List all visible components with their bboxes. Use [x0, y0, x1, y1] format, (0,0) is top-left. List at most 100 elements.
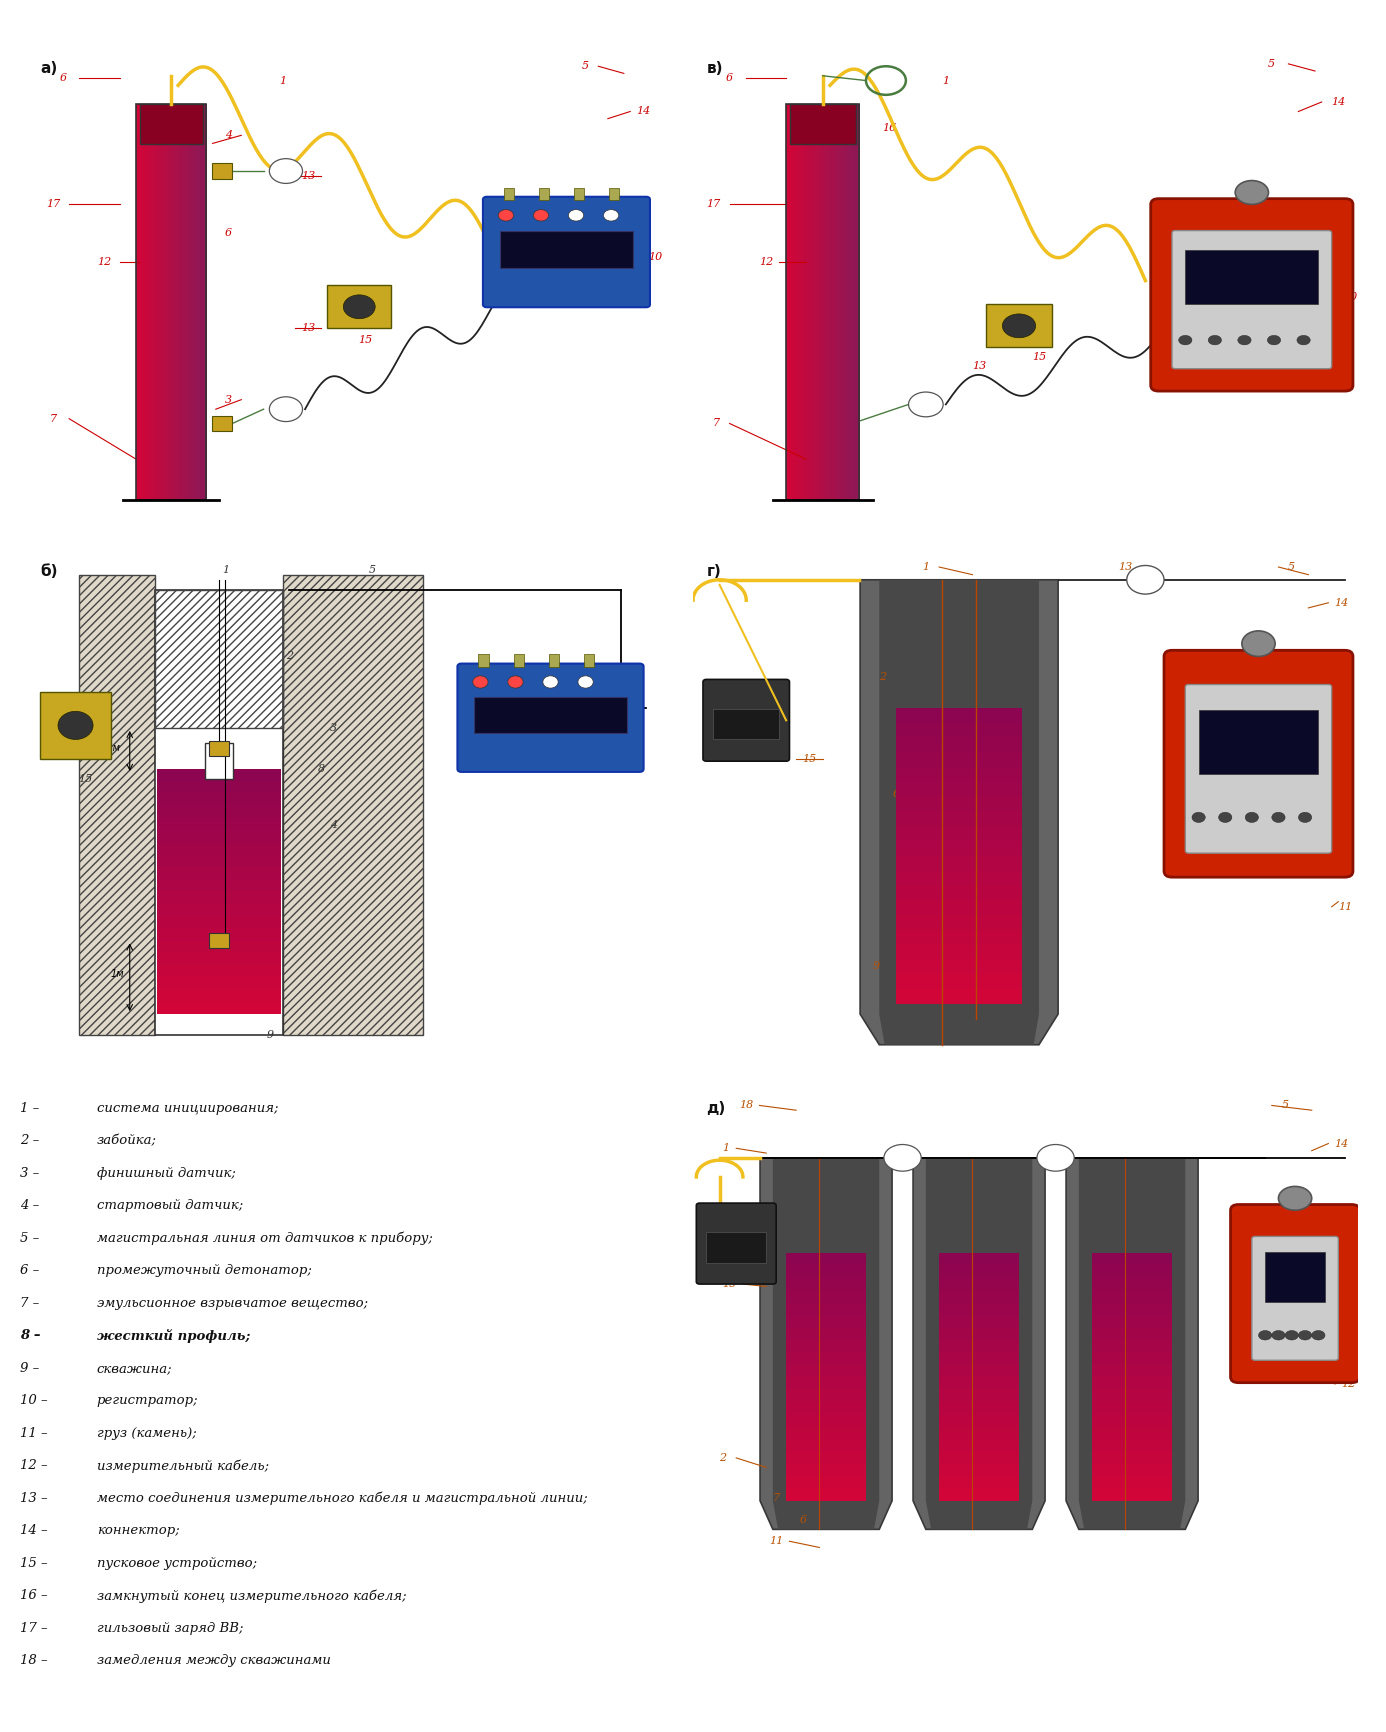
Text: 15: 15 [722, 1278, 737, 1289]
FancyBboxPatch shape [482, 197, 650, 307]
Text: финишный датчик;: финишный датчик; [97, 1167, 236, 1179]
Circle shape [1178, 336, 1192, 345]
Bar [327, 286, 391, 329]
Text: 12: 12 [97, 256, 111, 267]
Bar [940, 1439, 1019, 1451]
Bar [154, 104, 158, 499]
Bar [786, 1488, 866, 1500]
Text: 9: 9 [872, 961, 880, 970]
Text: 6: 6 [726, 73, 733, 83]
Bar [157, 977, 281, 989]
Text: 17: 17 [705, 199, 721, 210]
Bar [712, 708, 779, 740]
Text: 10: 10 [649, 251, 663, 262]
Bar [157, 781, 281, 793]
Bar [819, 104, 823, 499]
Bar [474, 698, 626, 733]
Bar [584, 655, 593, 667]
Bar [1092, 1377, 1173, 1389]
Circle shape [1192, 812, 1206, 823]
Text: 17 –: 17 – [21, 1621, 49, 1635]
Bar [786, 1365, 866, 1377]
Bar [157, 793, 281, 805]
FancyBboxPatch shape [1252, 1237, 1339, 1360]
Bar [815, 104, 819, 499]
Bar [175, 104, 179, 499]
Text: 8 –: 8 – [21, 1330, 40, 1342]
Bar [940, 1401, 1019, 1413]
Text: 5: 5 [369, 565, 376, 575]
Circle shape [1242, 630, 1275, 656]
Bar [147, 104, 151, 499]
Polygon shape [760, 1157, 893, 1529]
Bar [895, 944, 1023, 960]
Text: 14: 14 [636, 106, 650, 116]
Bar [1092, 1401, 1173, 1413]
Bar [786, 1327, 866, 1341]
Bar [834, 104, 839, 499]
Bar [895, 797, 1023, 811]
Text: жесткий профиль;: жесткий профиль; [97, 1330, 249, 1344]
Text: 5: 5 [1268, 59, 1275, 69]
Circle shape [1002, 313, 1035, 338]
FancyBboxPatch shape [457, 663, 643, 772]
Bar [179, 104, 183, 499]
Circle shape [473, 675, 488, 688]
Bar [940, 1302, 1019, 1315]
Bar [195, 104, 200, 499]
Text: 15: 15 [1031, 352, 1046, 362]
Circle shape [1311, 1330, 1325, 1341]
Bar [940, 1389, 1019, 1401]
Bar [844, 104, 850, 499]
Text: 12: 12 [1337, 866, 1353, 876]
Text: 1: 1 [722, 1143, 730, 1154]
Bar [841, 104, 845, 499]
Bar [940, 1377, 1019, 1389]
Bar [895, 856, 1023, 871]
Bar [1092, 1439, 1173, 1451]
Bar [837, 104, 841, 499]
Bar [157, 769, 281, 781]
Text: 6: 6 [225, 229, 231, 237]
Bar [940, 1451, 1019, 1464]
Text: 16: 16 [881, 123, 897, 133]
Circle shape [1299, 812, 1311, 823]
Bar [786, 1427, 866, 1439]
Bar [157, 818, 281, 830]
Bar [168, 104, 172, 499]
Circle shape [578, 675, 593, 688]
Text: 7: 7 [165, 937, 172, 947]
Bar [786, 1389, 866, 1401]
Bar [136, 104, 140, 499]
Circle shape [1258, 1330, 1272, 1341]
Text: 13: 13 [972, 362, 987, 371]
Bar [157, 916, 281, 928]
Bar [1092, 1353, 1173, 1365]
Polygon shape [913, 1157, 1045, 1529]
Bar [539, 187, 549, 199]
Bar [804, 104, 809, 499]
Bar [157, 989, 281, 1001]
Circle shape [1209, 336, 1221, 345]
Bar [786, 1290, 866, 1302]
Text: система инициирования;: система инициирования; [97, 1102, 279, 1115]
Bar [895, 930, 1023, 944]
Bar [505, 187, 514, 199]
Bar [786, 1254, 866, 1266]
Bar [1092, 1389, 1173, 1401]
Bar [136, 104, 207, 499]
Bar [940, 1464, 1019, 1476]
Bar [940, 1266, 1019, 1278]
Bar [786, 1341, 866, 1353]
Bar [786, 104, 859, 499]
Bar [140, 104, 202, 144]
Bar [1185, 249, 1318, 303]
Text: 7: 7 [50, 414, 57, 424]
Bar [1092, 1278, 1173, 1290]
Text: 1: 1 [222, 565, 229, 575]
Bar [830, 104, 834, 499]
Bar [895, 914, 1023, 930]
Text: замкнутый конец измерительного кабеля;: замкнутый конец измерительного кабеля; [97, 1590, 406, 1602]
Bar [826, 104, 830, 499]
Bar [786, 1315, 866, 1327]
